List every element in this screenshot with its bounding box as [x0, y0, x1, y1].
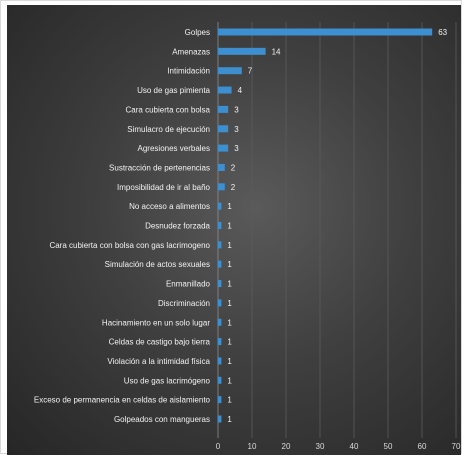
bar — [218, 105, 229, 113]
category-label: Golpes — [185, 28, 210, 37]
bar — [218, 125, 229, 133]
bar — [218, 222, 222, 229]
bar — [218, 396, 222, 404]
data-label: 1 — [227, 202, 232, 211]
data-label: 3 — [234, 144, 239, 153]
category-label: Intimidación — [167, 67, 210, 76]
category-label: Uso de gas pimienta — [137, 86, 210, 95]
data-label: 1 — [227, 299, 232, 308]
bar — [218, 47, 266, 55]
bar — [218, 28, 433, 36]
x-tick-label: 10 — [248, 442, 257, 451]
bar — [218, 376, 222, 384]
data-label: 2 — [231, 183, 236, 192]
category-label: Golpeados con mangueras — [114, 415, 210, 424]
bar — [218, 163, 225, 171]
category-label: Cara cubierta con bolsa — [126, 105, 211, 114]
bar — [218, 299, 222, 307]
bar — [218, 144, 229, 152]
data-label: 3 — [234, 125, 239, 134]
bar — [218, 338, 222, 346]
x-tick-label: 70 — [452, 442, 461, 451]
category-label: Exceso de permanencia en celdas de aisla… — [34, 396, 211, 405]
category-label: Sustracción de pertenencias — [109, 163, 210, 172]
data-label: 1 — [227, 396, 232, 405]
data-label: 1 — [227, 260, 232, 269]
x-tick-label: 0 — [216, 442, 221, 451]
data-label: 1 — [227, 415, 232, 424]
bar — [218, 241, 222, 249]
bar — [218, 415, 222, 423]
data-label: 4 — [238, 86, 243, 95]
category-label: Enmanillado — [166, 280, 211, 289]
bar — [218, 67, 242, 75]
data-label: 7 — [248, 67, 253, 76]
data-label: 14 — [272, 47, 281, 56]
data-label: 3 — [234, 105, 239, 114]
bar — [218, 357, 222, 365]
category-label: Amenazas — [172, 47, 210, 56]
data-label: 1 — [227, 318, 232, 327]
data-label: 63 — [438, 28, 447, 37]
x-tick-label: 30 — [316, 442, 325, 451]
bar — [218, 260, 222, 268]
bar — [218, 318, 222, 326]
category-label: Simulacro de ejecución — [127, 125, 210, 134]
data-label: 1 — [227, 222, 232, 231]
category-label: Uso de gas lacrimógeno — [124, 376, 211, 385]
category-label: Desnudez forzada — [145, 222, 210, 231]
bar — [218, 280, 222, 288]
category-label: Discriminación — [158, 299, 210, 308]
category-label: Hacinamiento en un solo lugar — [102, 318, 210, 327]
bar — [218, 86, 232, 94]
category-label: Cara cubierta con bolsa con gas lacrimog… — [49, 241, 210, 250]
x-tick-label: 20 — [282, 442, 291, 451]
data-label: 1 — [227, 357, 232, 366]
category-label: Imposibilidad de ir al baño — [117, 183, 210, 192]
category-label: Agresiones verbales — [138, 144, 210, 153]
bar — [218, 202, 222, 210]
category-label: Simulación de actos sexuales — [105, 260, 210, 269]
x-tick-label: 60 — [418, 442, 427, 451]
data-label: 1 — [227, 241, 232, 250]
category-label: Celdas de castigo bajo tierra — [109, 338, 211, 347]
x-tick-label: 50 — [384, 442, 393, 451]
chart-panel — [7, 5, 461, 455]
data-label: 1 — [227, 376, 232, 385]
data-label: 2 — [231, 163, 236, 172]
x-tick-label: 40 — [350, 442, 359, 451]
bar — [218, 183, 225, 191]
data-label: 1 — [227, 338, 232, 347]
category-label: Violación a la intimidad física — [107, 357, 210, 366]
data-label: 1 — [227, 280, 232, 289]
category-label: No acceso a alimentos — [129, 202, 210, 211]
